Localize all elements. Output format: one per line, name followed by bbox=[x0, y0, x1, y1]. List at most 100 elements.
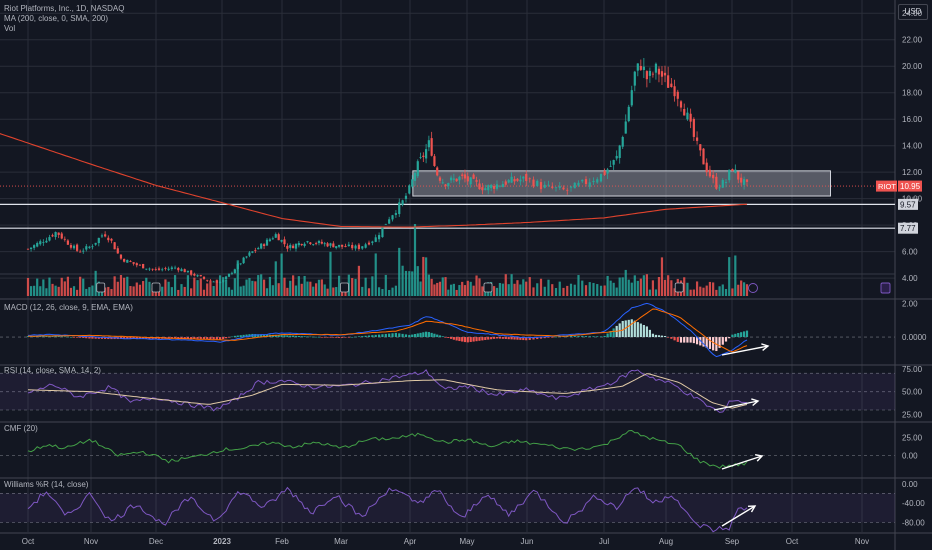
candle-body bbox=[242, 257, 245, 264]
price-axis-label: 12.00 bbox=[902, 168, 923, 177]
volume-bar bbox=[317, 279, 321, 296]
macd-legend[interactable]: MACD (12, 26, close, 9, EMA, EMA) bbox=[4, 303, 133, 312]
volume-bar bbox=[236, 260, 239, 296]
volume-bar bbox=[42, 279, 45, 296]
volume-bar bbox=[469, 281, 472, 296]
cmf-legend[interactable]: CMF (20) bbox=[4, 424, 38, 433]
candle-body bbox=[532, 179, 535, 187]
macd-histogram-bar bbox=[742, 331, 746, 338]
candle-body bbox=[438, 177, 442, 181]
candle-body bbox=[441, 182, 444, 184]
volume-bar bbox=[286, 287, 289, 296]
x-axis-label: Feb bbox=[275, 537, 289, 546]
candle-body bbox=[215, 281, 218, 283]
volume-bar bbox=[129, 286, 132, 296]
volume-bar bbox=[309, 281, 312, 296]
volume-bar bbox=[391, 287, 394, 296]
macd-histogram-bar bbox=[236, 335, 239, 338]
macd-histogram-bar bbox=[391, 333, 394, 338]
volume-bar bbox=[596, 284, 599, 296]
macd-histogram-bar bbox=[277, 335, 280, 338]
earnings-marker bbox=[483, 282, 493, 293]
volume-bar bbox=[528, 277, 531, 296]
macd-histogram-bar bbox=[679, 337, 683, 343]
volume-bar bbox=[463, 285, 467, 296]
candle-body bbox=[401, 200, 404, 205]
rsi-legend[interactable]: RSI (14, close, SMA, 14, 2) bbox=[4, 366, 101, 375]
candle-body bbox=[332, 243, 335, 248]
volume-bar bbox=[398, 247, 401, 296]
candle-body bbox=[558, 186, 561, 188]
candle-body bbox=[452, 178, 455, 180]
candle-body bbox=[430, 138, 433, 156]
candle-body bbox=[740, 177, 743, 183]
ma-legend[interactable]: MA (200, close, 0, SMA, 200) bbox=[4, 14, 109, 23]
candle-body bbox=[528, 178, 531, 180]
volume-bar bbox=[621, 277, 624, 296]
volume-bar bbox=[438, 281, 442, 296]
x-axis-label: Mar bbox=[334, 537, 348, 546]
macd-histogram-bar bbox=[381, 334, 384, 338]
price-axis-label: 24.00 bbox=[902, 9, 923, 18]
macd-histogram-bar bbox=[206, 337, 209, 340]
candle-body bbox=[422, 155, 425, 157]
candle-body bbox=[303, 243, 306, 246]
candle-body bbox=[663, 72, 667, 76]
x-axis-label: Oct bbox=[22, 537, 35, 546]
volume-bar bbox=[507, 284, 510, 296]
volume-bar bbox=[592, 282, 595, 296]
macd-histogram-bar bbox=[539, 337, 543, 339]
macd-histogram-bar bbox=[145, 337, 148, 339]
volume-bar bbox=[180, 284, 183, 296]
macd-histogram-bar bbox=[371, 335, 374, 338]
macd-histogram-bar bbox=[569, 335, 573, 338]
x-axis-label: Dec bbox=[149, 537, 163, 546]
macd-histogram-bar bbox=[466, 337, 469, 343]
volume-bar bbox=[116, 281, 119, 296]
macd-histogram-bar bbox=[584, 336, 588, 338]
macd-histogram-bar bbox=[558, 336, 561, 338]
candle-body bbox=[581, 179, 584, 182]
candle-body bbox=[455, 178, 458, 182]
candle-body bbox=[627, 106, 630, 122]
volume-bar bbox=[670, 280, 673, 296]
volume-bar bbox=[248, 278, 251, 296]
candle-body bbox=[394, 213, 397, 215]
candle-body bbox=[329, 243, 332, 246]
macd-histogram-bar bbox=[573, 335, 576, 338]
volume-bar bbox=[458, 285, 461, 296]
macd-histogram-bar bbox=[91, 337, 94, 339]
macd-histogram-bar bbox=[75, 337, 79, 338]
vol-legend[interactable]: Vol bbox=[4, 24, 16, 33]
candle-body bbox=[584, 179, 588, 185]
volume-bar bbox=[627, 279, 630, 296]
candle-body bbox=[734, 169, 737, 173]
candle-body bbox=[449, 177, 453, 181]
candle-body bbox=[57, 232, 60, 235]
candle-body bbox=[525, 174, 528, 181]
candle-body bbox=[705, 162, 708, 173]
currency-button[interactable]: USD bbox=[898, 4, 928, 20]
candle-body bbox=[642, 66, 645, 71]
volume-bar bbox=[215, 279, 218, 296]
candle-body bbox=[280, 239, 283, 242]
williams-legend[interactable]: Williams %R (14, close) bbox=[4, 480, 89, 489]
volume-bar bbox=[712, 282, 715, 296]
macd-histogram-bar bbox=[673, 337, 676, 341]
volume-bar bbox=[588, 282, 591, 296]
williams-divergence-arrow-head bbox=[747, 505, 757, 513]
volume-bar bbox=[104, 287, 107, 296]
candle-body bbox=[236, 263, 239, 270]
macd-histogram-bar bbox=[498, 337, 502, 339]
volume-bar bbox=[323, 284, 326, 296]
macd-histogram-bar bbox=[294, 335, 298, 338]
volume-bar bbox=[455, 289, 458, 296]
volume-bar bbox=[695, 281, 699, 296]
ticker-tag bbox=[876, 180, 897, 192]
candle-body bbox=[274, 234, 277, 238]
candle-body bbox=[539, 182, 543, 190]
macd-histogram-bar bbox=[621, 320, 624, 338]
volume-bar bbox=[82, 278, 85, 296]
macd-histogram-bar bbox=[265, 334, 269, 338]
